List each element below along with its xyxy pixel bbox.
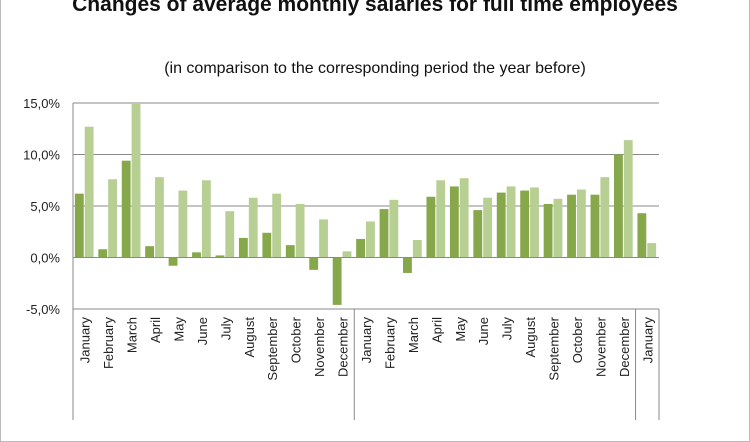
bar: [412, 239, 422, 258]
x-tick-label: April: [429, 317, 444, 343]
bar: [403, 257, 412, 273]
x-tick-label: October: [570, 316, 585, 363]
y-tick-label: 0,0%: [30, 251, 60, 266]
x-tick-label: August: [523, 317, 538, 358]
bar: [342, 251, 352, 258]
x-tick-label: February: [101, 317, 116, 370]
bar: [131, 103, 141, 258]
bar: [436, 180, 446, 258]
bar: [613, 154, 623, 258]
x-tick-label: February: [382, 317, 397, 370]
x-tick-label: September: [547, 316, 562, 380]
x-tick-label: July: [500, 317, 515, 341]
x-tick-label: June: [476, 317, 491, 345]
bar: [496, 192, 506, 258]
bar: [600, 177, 610, 258]
bar: [576, 189, 586, 258]
bar: [506, 186, 516, 258]
bar: [215, 255, 225, 258]
bar: [459, 178, 469, 258]
x-tick-label: November: [593, 316, 608, 377]
bar: [98, 249, 108, 258]
x-tick-label: October: [289, 316, 304, 363]
bar: [637, 213, 647, 258]
bar: [483, 197, 493, 258]
bar: [590, 194, 600, 258]
bar: [225, 211, 235, 258]
x-tick-label: December: [617, 316, 632, 377]
bar: [553, 198, 563, 258]
bar-chart: -5,0% 0,0% 5,0% 10,0% 15,0% January February Ma…: [23, 96, 660, 420]
bar: [567, 194, 576, 258]
bar: [449, 186, 459, 258]
bar: [192, 252, 201, 258]
y-tick-label: 5,0%: [30, 199, 60, 214]
bar: [248, 197, 258, 258]
bar: [319, 219, 328, 258]
bar: [647, 243, 657, 258]
x-tick-label: May: [171, 317, 186, 342]
bar: [530, 187, 539, 258]
bar: [108, 179, 118, 258]
y-tick-label: -5,0%: [26, 302, 60, 317]
bar: [262, 232, 272, 258]
bar: [178, 190, 188, 258]
bar: [389, 199, 399, 258]
x-tick-label: May: [453, 317, 468, 342]
x-tick-label: January: [640, 317, 655, 364]
bar: [309, 257, 319, 270]
bar: [366, 221, 375, 258]
x-tick-label: January: [359, 317, 374, 364]
bar: [74, 193, 84, 258]
x-tick-label: March: [406, 317, 421, 353]
chart-title: Changes of average monthly salaries for …: [72, 0, 678, 16]
bar: [379, 209, 389, 258]
bar: [145, 246, 155, 258]
x-tick-label: March: [125, 317, 140, 353]
bar: [426, 196, 436, 258]
x-tick-label: August: [242, 317, 257, 358]
bar: [356, 238, 365, 258]
bar: [238, 237, 248, 258]
x-tick-label: December: [336, 316, 351, 377]
x-tick-label: July: [218, 317, 233, 341]
x-tick-label: April: [148, 317, 163, 343]
bar: [168, 257, 178, 266]
bar: [543, 203, 553, 258]
bar: [295, 203, 305, 258]
x-tick-label: September: [265, 316, 280, 380]
bar: [272, 193, 282, 258]
y-tick-label: 10,0%: [23, 148, 60, 163]
bar: [520, 190, 530, 258]
bar: [155, 177, 164, 258]
y-tick-label: 15,0%: [23, 96, 60, 111]
bar: [332, 257, 342, 305]
bar: [84, 126, 94, 258]
bar: [201, 180, 211, 258]
x-tick-label: November: [312, 316, 327, 377]
x-tick-label: June: [195, 317, 210, 345]
bar: [473, 210, 483, 258]
bar: [623, 140, 633, 258]
bar: [121, 160, 131, 258]
x-tick-label: January: [78, 317, 93, 364]
bar: [285, 245, 295, 258]
chart-subtitle: (in comparison to the corresponding peri…: [164, 60, 586, 77]
